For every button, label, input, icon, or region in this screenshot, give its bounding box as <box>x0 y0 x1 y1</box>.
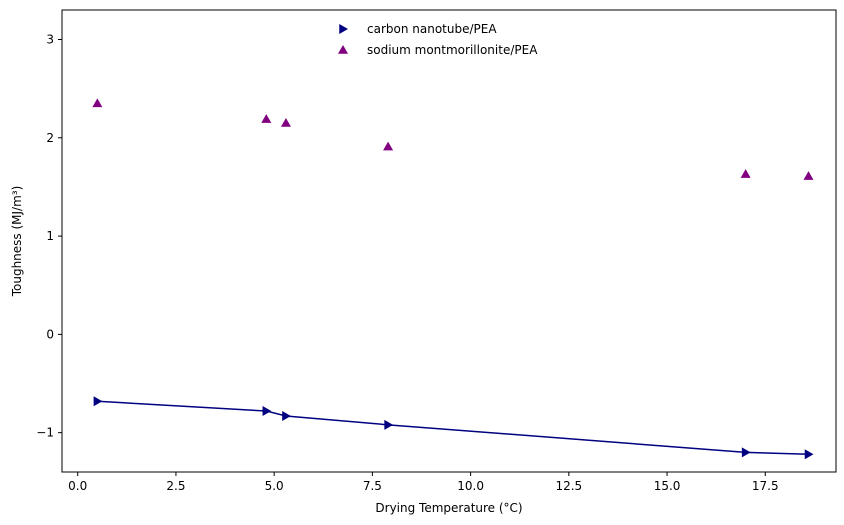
series-0-point-5 <box>804 449 814 460</box>
series-1-point-0 <box>92 98 103 108</box>
legend: carbon nanotube/PEA sodium montmorillonit… <box>338 22 538 57</box>
x-tick-label-7: 17.5 <box>752 479 779 493</box>
series-0-point-2 <box>282 410 291 421</box>
y-axis-label: Toughness (MJ/m³) <box>10 186 24 298</box>
x-tick-label-6: 15.0 <box>654 479 681 493</box>
x-tick-label-3: 7.5 <box>363 479 382 493</box>
y-tick-label-0: −1 <box>36 426 54 440</box>
series-0-line <box>97 400 809 456</box>
legend-label-1: sodium montmorillonite/PEA <box>367 43 538 57</box>
series-1-point-1 <box>261 114 272 123</box>
x-tick-label-1: 2.5 <box>166 479 185 493</box>
series-0-point-3 <box>384 419 394 430</box>
series-0-point-1 <box>262 406 272 417</box>
series-1-point-3 <box>383 141 394 151</box>
series-1-point-5 <box>803 171 814 180</box>
y-tick-label-2: 1 <box>46 229 54 243</box>
series-1-point-2 <box>280 118 291 127</box>
plot-area <box>92 98 814 460</box>
legend-label-0: carbon nanotube/PEA <box>367 22 497 36</box>
x-tick-label-4: 10.0 <box>457 479 484 493</box>
series-1-point-4 <box>740 169 751 178</box>
legend-marker-1 <box>338 45 348 54</box>
legend-marker-0 <box>339 24 348 34</box>
y-tick-label-3: 2 <box>46 131 54 145</box>
axes: 0.0 2.5 5.0 7.5 10.0 12.5 15.0 17.5 −1 0 1 2 3 Drying… <box>10 9 837 515</box>
series-0-point-0 <box>93 396 103 407</box>
series-0-point-4 <box>741 447 751 458</box>
y-tick-label-4: 3 <box>46 32 54 46</box>
axes-frame <box>61 9 837 473</box>
x-tick-label-2: 5.0 <box>265 479 284 493</box>
x-tick-label-5: 12.5 <box>555 479 582 493</box>
x-tick-label-0: 0.0 <box>68 479 87 493</box>
y-tick-label-1: 0 <box>46 327 54 341</box>
x-axis-label: Drying Temperature (°C) <box>375 501 522 515</box>
